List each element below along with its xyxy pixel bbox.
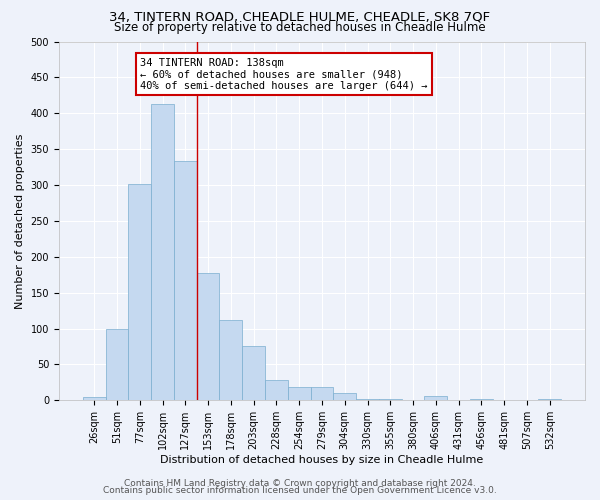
- Bar: [128, 184, 151, 400]
- Bar: [356, 399, 379, 400]
- X-axis label: Distribution of detached houses by size in Cheadle Hulme: Distribution of detached houses by size …: [160, 455, 484, 465]
- Bar: [220, 320, 242, 400]
- Bar: [242, 346, 265, 401]
- Bar: [379, 399, 401, 400]
- Text: Size of property relative to detached houses in Cheadle Hulme: Size of property relative to detached ho…: [114, 21, 486, 34]
- Text: 34 TINTERN ROAD: 138sqm
← 60% of detached houses are smaller (948)
40% of semi-d: 34 TINTERN ROAD: 138sqm ← 60% of detache…: [140, 58, 428, 91]
- Bar: [106, 330, 128, 400]
- Bar: [265, 380, 288, 400]
- Bar: [83, 398, 106, 400]
- Bar: [424, 396, 447, 400]
- Bar: [197, 272, 220, 400]
- Text: Contains public sector information licensed under the Open Government Licence v3: Contains public sector information licen…: [103, 486, 497, 495]
- Text: 34, TINTERN ROAD, CHEADLE HULME, CHEADLE, SK8 7QF: 34, TINTERN ROAD, CHEADLE HULME, CHEADLE…: [109, 10, 491, 23]
- Bar: [334, 393, 356, 400]
- Bar: [174, 162, 197, 400]
- Bar: [311, 388, 334, 400]
- Bar: [288, 388, 311, 400]
- Y-axis label: Number of detached properties: Number of detached properties: [15, 133, 25, 308]
- Text: Contains HM Land Registry data © Crown copyright and database right 2024.: Contains HM Land Registry data © Crown c…: [124, 478, 476, 488]
- Bar: [538, 399, 561, 400]
- Bar: [151, 104, 174, 401]
- Bar: [470, 399, 493, 400]
